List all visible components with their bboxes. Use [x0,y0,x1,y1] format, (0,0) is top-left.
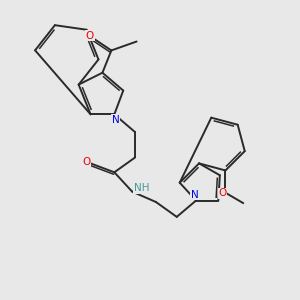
Text: O: O [218,188,226,198]
Text: N: N [191,190,199,200]
Text: NH: NH [134,183,149,193]
Text: O: O [86,31,94,40]
Text: O: O [82,157,90,167]
Text: N: N [112,115,120,125]
